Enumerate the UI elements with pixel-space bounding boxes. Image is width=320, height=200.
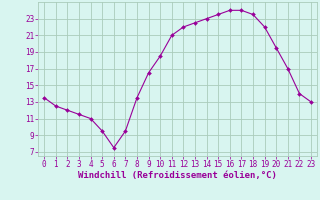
X-axis label: Windchill (Refroidissement éolien,°C): Windchill (Refroidissement éolien,°C) [78,171,277,180]
